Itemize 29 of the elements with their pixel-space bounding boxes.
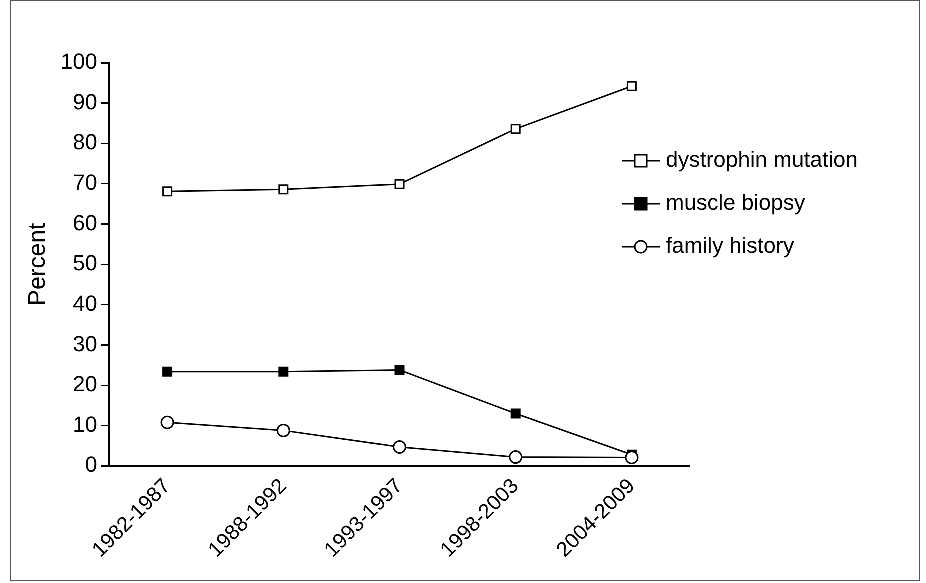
y-tick-label: 20: [73, 372, 98, 397]
y-tick-label: 50: [73, 250, 98, 276]
y-tick-label: 80: [73, 130, 98, 155]
point: [162, 186, 173, 197]
legend-label: family history: [666, 233, 794, 258]
y-tick-label: 100: [60, 49, 98, 74]
point: [162, 366, 173, 377]
point: [510, 124, 521, 134]
y-tick-label: 40: [73, 290, 98, 316]
legend-label: muscle biopsy: [666, 190, 806, 216]
y-tick-label: 60: [73, 210, 98, 236]
point: [510, 408, 521, 419]
point: [278, 366, 289, 377]
y-tick-label: 0: [85, 452, 98, 478]
point: [276, 424, 290, 438]
point: [626, 81, 637, 92]
point: [278, 184, 289, 195]
y-tick-label: 70: [73, 170, 98, 196]
point: [160, 416, 174, 430]
y-tick-label: 90: [73, 89, 98, 114]
point: [625, 450, 639, 464]
point: [509, 450, 523, 464]
legend-label: dystrophin mutation: [666, 147, 858, 172]
y-tick-label: 10: [73, 412, 98, 437]
y-tick-label: 30: [73, 331, 98, 356]
point: [394, 179, 405, 190]
y-axis-title: Percent: [24, 222, 52, 306]
point: [394, 365, 405, 376]
point: [393, 440, 407, 454]
